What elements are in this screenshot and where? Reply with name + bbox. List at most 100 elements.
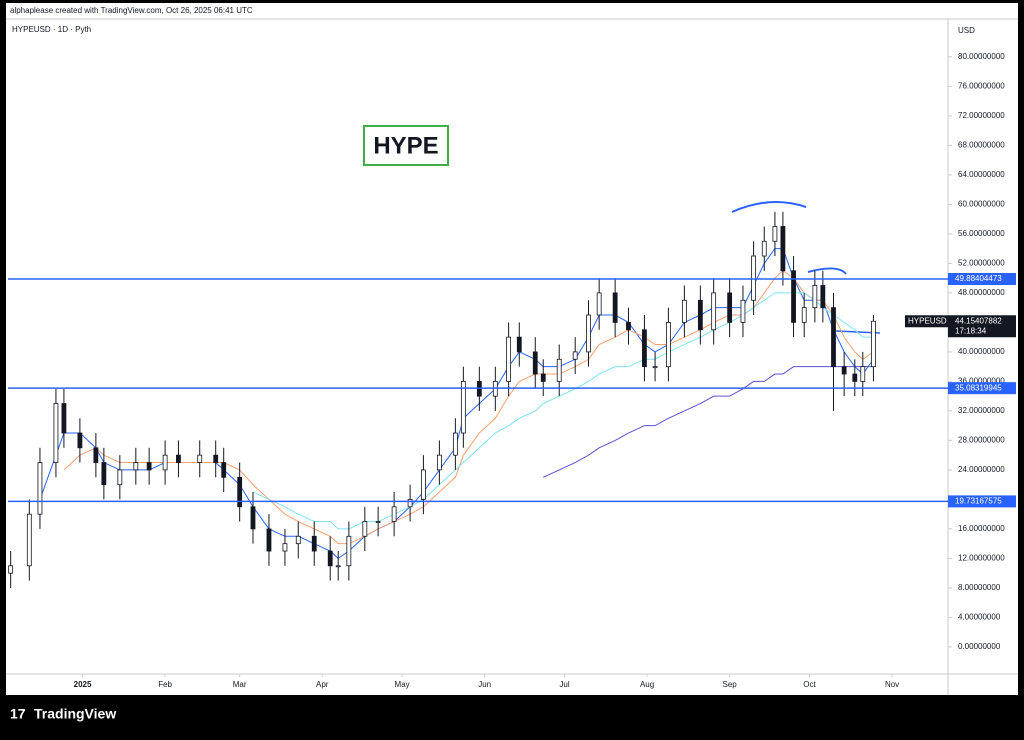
candle-body: [53, 403, 59, 463]
symbol-tag: HYPEUSD: [908, 316, 947, 325]
candle-body: [780, 226, 786, 272]
candle-body: [540, 373, 546, 382]
candle-body: [751, 255, 757, 301]
symbol: HYPEUSD · 1D · Pyth: [12, 25, 91, 34]
level-label-box: [948, 495, 1016, 508]
y-tick-label: 40.00000000: [958, 347, 1005, 356]
axes: 0.00000000 4.00000000 8.00000000 12.0000000…: [74, 52, 1016, 689]
x-tick-label: Jun: [478, 680, 491, 689]
candle-body: [711, 292, 717, 331]
candle-body: [327, 550, 333, 567]
y-tick-label: 48.00000000: [958, 288, 1005, 297]
annotation-box: [363, 125, 449, 166]
candle-body: [77, 432, 83, 449]
candle-body: [176, 454, 181, 463]
y-tick-label: 60.00000000: [958, 199, 1005, 208]
footer-logo: TradingView: [34, 706, 116, 722]
x-tick-label: Apr: [316, 680, 329, 689]
candle-body: [697, 299, 703, 331]
x-tick-label: Aug: [640, 680, 654, 689]
candle-body: [772, 226, 778, 242]
candle-body: [37, 462, 43, 515]
last-price: 44.15407882: [955, 316, 1002, 325]
candle-body: [852, 373, 858, 382]
candle-body: [681, 299, 687, 323]
candle-body: [740, 299, 746, 323]
candle-body: [237, 476, 243, 508]
candle-body: [375, 521, 381, 523]
candle-body: [572, 351, 578, 360]
candle-body: [586, 314, 591, 353]
x-tick-label: Oct: [803, 680, 816, 689]
x-tick-label: 2025: [74, 680, 92, 689]
x-tick-label: May: [395, 680, 410, 689]
candle-body: [761, 240, 767, 257]
candle-body: [391, 506, 397, 522]
y-tick-label: 32.00000000: [958, 406, 1005, 415]
candle-body: [117, 469, 123, 486]
candle-body: [162, 454, 168, 471]
candle-body: [213, 454, 219, 463]
level-label: 35.08319945: [955, 383, 1002, 392]
candle-body: [197, 454, 203, 463]
panel: [6, 3, 1018, 695]
candle-body: [801, 307, 807, 323]
candle-body: [311, 535, 317, 552]
level-label: 19.73167575: [955, 497, 1002, 506]
candle-body: [612, 292, 618, 323]
candle-body: [860, 366, 866, 382]
candle-body: [346, 535, 352, 567]
candle-body: [93, 447, 99, 463]
currency: USD: [958, 26, 975, 35]
candle-body: [665, 321, 671, 368]
y-tick-label: 64.00000000: [958, 170, 1005, 179]
y-tick-label: 76.00000000: [958, 81, 1005, 90]
candle-body: [626, 321, 631, 331]
x-tick-label: Nov: [885, 680, 899, 689]
last-price-box: [948, 315, 1016, 338]
x-tick-label: Sep: [723, 680, 738, 689]
level-label-box: [948, 382, 1016, 395]
x-tick-label: Jul: [559, 680, 569, 689]
y-tick-label: 80.00000000: [958, 52, 1005, 61]
candle-body: [791, 270, 796, 323]
x-tick-label: Feb: [158, 680, 172, 689]
candle-body: [831, 307, 836, 368]
drawing-arc: [807, 267, 847, 275]
level-label: 49.88404473: [955, 274, 1002, 283]
candle-body: [727, 292, 733, 323]
y-tick-label: 36.00000000: [958, 377, 1005, 386]
x-tick-label: Mar: [233, 680, 247, 689]
y-tick-label: 16.00000000: [958, 524, 1005, 533]
candle-body: [812, 285, 818, 309]
y-tick-label: 4.00000000: [958, 613, 1001, 622]
symbol-tag-box: [905, 315, 948, 328]
candle-body: [101, 462, 107, 486]
y-tick-label: 72.00000000: [958, 111, 1005, 120]
candle-body: [421, 469, 426, 500]
header: alphaplease created with TradingView.com…: [10, 6, 253, 15]
candle-body: [266, 528, 272, 552]
y-tick-label: 52.00000000: [958, 259, 1005, 268]
candle-body: [221, 462, 227, 478]
y-tick-label: 12.00000000: [958, 554, 1005, 563]
candle-body: [452, 432, 458, 456]
y-tick-label: 28.00000000: [958, 436, 1005, 445]
candle-body: [642, 329, 647, 368]
candle-body: [362, 521, 368, 537]
candle-body: [652, 366, 658, 369]
footer-mark: ⁠17: [10, 706, 26, 722]
drawing-arc: [731, 201, 807, 213]
candle-body: [436, 454, 442, 471]
countdown: 17:18:34: [955, 326, 987, 335]
candle-body: [133, 462, 139, 471]
candle-body: [407, 499, 413, 508]
candle-body: [335, 565, 341, 568]
y-tick-label: 24.00000000: [958, 465, 1005, 474]
candle-body: [556, 358, 562, 382]
candle-body: [516, 336, 522, 353]
plot: [8, 211, 948, 588]
level-label-box: [948, 273, 1016, 286]
